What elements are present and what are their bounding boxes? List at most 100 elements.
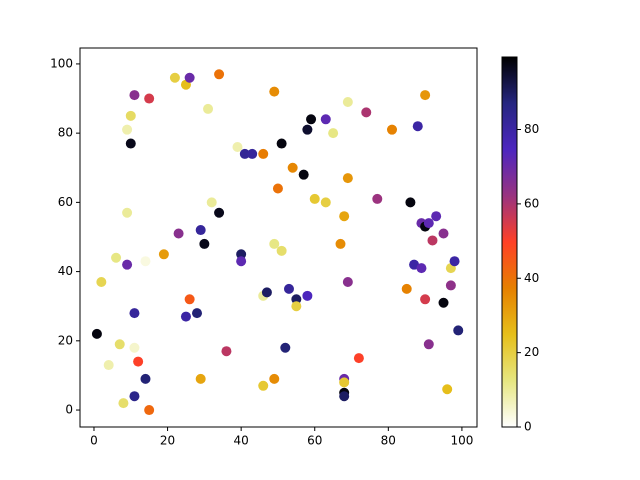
scatter-point	[328, 128, 339, 139]
scatter-point	[309, 193, 320, 204]
scatter-point	[114, 339, 125, 350]
scatter-point	[339, 211, 350, 222]
scatter-point	[184, 72, 195, 83]
x-tick-label: 40	[234, 434, 249, 448]
scatter-point	[405, 197, 416, 208]
colorbar	[501, 56, 518, 428]
scatter-point	[401, 283, 412, 294]
scatter-point	[342, 276, 353, 287]
colorbar-tick-label: 80	[524, 122, 539, 136]
scatter-point	[353, 353, 364, 364]
scatter-point	[221, 346, 232, 357]
scatter-point	[438, 297, 449, 308]
scatter-point	[140, 256, 151, 267]
scatter-point	[445, 280, 456, 291]
scatter-point	[302, 290, 313, 301]
scatter-point	[361, 107, 372, 118]
scatter-point	[236, 256, 247, 267]
scatter-point	[320, 114, 331, 125]
scatter-point	[449, 256, 460, 267]
scatter-point	[122, 207, 133, 218]
scatter-point	[129, 90, 140, 101]
scatter-point	[320, 197, 331, 208]
scatter-point	[173, 228, 184, 239]
scatter-point	[431, 211, 442, 222]
scatter-point	[258, 380, 269, 391]
scatter-point	[144, 405, 155, 416]
scatter-point	[420, 90, 431, 101]
scatter-point	[96, 276, 107, 287]
x-tick-label: 0	[90, 434, 98, 448]
scatter-point	[129, 308, 140, 319]
scatter-point	[203, 103, 214, 114]
scatter-point	[306, 114, 317, 125]
scatter-point	[232, 141, 243, 152]
colorbar-tick-label: 40	[524, 271, 539, 285]
scatter-point	[158, 249, 169, 260]
x-tick-label: 80	[381, 434, 396, 448]
scatter-point	[276, 138, 287, 149]
scatter-point	[269, 86, 280, 97]
scatter-point	[302, 124, 313, 135]
scatter-point	[239, 148, 250, 159]
scatter-point	[442, 384, 453, 395]
scatter-point	[236, 249, 247, 260]
y-tick-label: 0	[65, 403, 73, 417]
scatter-point	[412, 121, 423, 132]
scatter-point	[195, 225, 206, 236]
x-tick-label: 60	[307, 434, 322, 448]
x-tick-label: 20	[160, 434, 175, 448]
scatter-point	[206, 197, 217, 208]
scatter-point	[122, 259, 133, 270]
scatter-point	[335, 238, 346, 249]
scatter-point	[291, 301, 302, 312]
scatter-point	[280, 342, 291, 353]
scatter-point	[111, 252, 122, 263]
y-tick-label: 80	[58, 126, 73, 140]
scatter-point	[287, 162, 298, 173]
scatter-point	[372, 193, 383, 204]
y-tick-label: 60	[58, 195, 73, 209]
scatter-point	[140, 373, 151, 384]
scatter-point	[427, 235, 438, 246]
scatter-point	[91, 328, 102, 339]
scatter-point	[169, 72, 180, 83]
scatter-point	[342, 96, 353, 107]
scatter-point	[420, 294, 431, 305]
scatter-point	[214, 207, 225, 218]
scatter-point	[199, 238, 210, 249]
scatter-point	[423, 339, 434, 350]
scatter-point	[276, 245, 287, 256]
y-tick-label: 100	[50, 56, 73, 70]
scatter-point	[269, 238, 280, 249]
scatter-point	[195, 373, 206, 384]
scatter-point	[387, 124, 398, 135]
colorbar-tick-label: 60	[524, 196, 539, 210]
scatter-point	[342, 173, 353, 184]
scatter-point	[129, 342, 140, 353]
scatter-point	[125, 138, 136, 149]
scatter-point	[247, 148, 258, 159]
scatter-point	[133, 356, 144, 367]
scatter-point	[416, 263, 427, 274]
scatter-point	[129, 391, 140, 402]
scatter-point	[184, 294, 195, 305]
scatter-point	[339, 391, 350, 402]
scatter-point	[261, 287, 272, 298]
scatter-point	[453, 325, 464, 336]
scatter-point	[180, 311, 191, 322]
scatter-point	[298, 169, 309, 180]
scatter-point	[125, 110, 136, 121]
scatter-point	[269, 373, 280, 384]
scatter-point	[438, 228, 449, 239]
colorbar-tick-label: 0	[524, 420, 532, 434]
scatter-point	[118, 398, 129, 409]
x-tick-label: 100	[450, 434, 473, 448]
scatter-point	[258, 148, 269, 159]
scatter-point	[339, 377, 350, 388]
scatter-point	[272, 183, 283, 194]
y-tick-label: 20	[58, 333, 73, 347]
scatter-point	[291, 294, 302, 305]
